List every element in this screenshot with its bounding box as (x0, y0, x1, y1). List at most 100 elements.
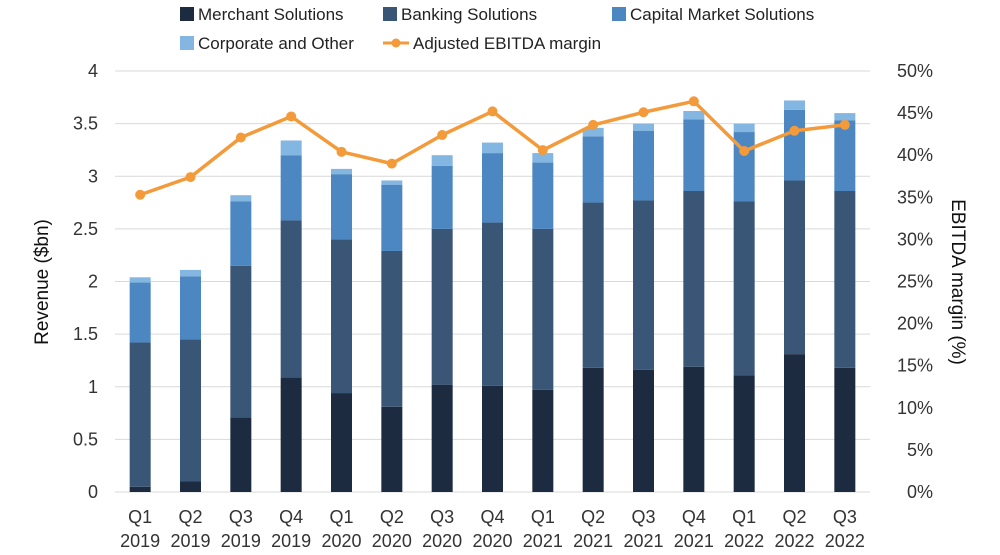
bar-merchant (683, 366, 705, 492)
bar-merchant (532, 389, 554, 492)
bar-corporate (482, 142, 503, 154)
ebitda-point (185, 172, 196, 183)
x-tick-quarter: Q3 (631, 507, 655, 527)
bar-merchant (129, 486, 151, 492)
bar-capital-market (582, 136, 604, 203)
x-tick-quarter: Q4 (480, 507, 504, 527)
ebitda-point (789, 125, 800, 136)
bar-banking (532, 228, 554, 390)
y2-tick-label: 0% (907, 482, 933, 502)
legend-marker-ebitda (391, 38, 401, 48)
bar-banking (683, 190, 705, 367)
x-tick-year: 2021 (573, 531, 613, 551)
ebitda-point (688, 96, 699, 107)
x-axis-ticks: Q1 2019 Q2 2019 Q3 2019 Q4 2019 Q1 2020 Q2 2020 Q3 20… (120, 507, 865, 551)
y-tick-label: 1.5 (73, 324, 98, 344)
bar-merchant (733, 375, 755, 492)
ebitda-point (537, 145, 548, 156)
ebitda-point (286, 111, 297, 122)
bar-merchant (482, 385, 503, 492)
y2-tick-label: 35% (897, 187, 933, 207)
ebitda-point (437, 129, 448, 140)
legend-label-banking: Banking Solutions (401, 5, 537, 24)
y-tick-label: 0 (88, 482, 98, 502)
ebitda-point (386, 158, 397, 169)
y2-axis-title: EBITDA margin (%) (947, 199, 968, 365)
y2-tick-label: 20% (897, 314, 933, 334)
bar-capital-market (784, 109, 805, 181)
legend-swatch-corporate (180, 36, 194, 50)
bar-capital-market (280, 155, 302, 221)
x-tick-year: 2019 (271, 531, 311, 551)
legend-swatch-merchant (180, 7, 194, 21)
y2-tick-label: 10% (897, 398, 933, 418)
bar-capital-market (129, 282, 151, 343)
x-tick-year: 2019 (170, 531, 210, 551)
x-tick-year: 2020 (422, 531, 462, 551)
bar-stacks (129, 100, 856, 492)
bar-capital-market (381, 184, 403, 251)
ebitda-point (336, 146, 347, 157)
y-tick-label: 2.5 (73, 219, 98, 239)
legend-label-ebitda: Adjusted EBITDA margin (413, 34, 601, 53)
x-tick-year: 2021 (623, 531, 663, 551)
bar-banking (482, 222, 503, 386)
bar-banking (230, 265, 252, 418)
bar-corporate (331, 168, 352, 175)
y-tick-label: 3 (88, 166, 98, 186)
bar-merchant (381, 406, 403, 492)
bar-banking (784, 180, 805, 355)
bar-capital-market (683, 119, 705, 191)
x-tick-quarter: Q2 (178, 507, 202, 527)
y-tick-label: 3.5 (73, 114, 98, 134)
bar-corporate (431, 155, 453, 166)
x-tick-year: 2020 (372, 531, 412, 551)
bar-capital-market (482, 153, 503, 223)
legend: Merchant Solutions Banking Solutions Cap… (180, 5, 814, 53)
bar-merchant (784, 354, 805, 492)
y-tick-label: 0.5 (73, 429, 98, 449)
bar-capital-market (230, 201, 252, 266)
y-axis-title: Revenue ($bn) (32, 219, 53, 345)
legend-label-capital-market: Capital Market Solutions (630, 5, 814, 24)
bar-corporate (381, 180, 403, 185)
x-tick-quarter: Q1 (128, 507, 152, 527)
bar-banking (280, 220, 302, 378)
bar-capital-market (532, 162, 554, 229)
x-tick-year: 2020 (472, 531, 512, 551)
bar-merchant (331, 393, 352, 492)
x-tick-year: 2022 (774, 531, 814, 551)
bar-banking (582, 202, 604, 368)
x-tick-year: 2019 (221, 531, 261, 551)
bar-corporate (280, 140, 302, 156)
x-tick-quarter: Q1 (531, 507, 555, 527)
bar-banking (733, 201, 755, 376)
x-tick-quarter: Q2 (380, 507, 404, 527)
x-tick-quarter: Q1 (329, 507, 353, 527)
ebitda-point (235, 132, 246, 143)
ebitda-point (839, 119, 850, 130)
bar-corporate (230, 195, 252, 202)
ebitda-margin-line (135, 96, 850, 200)
bar-merchant (633, 369, 654, 492)
y2-tick-label: 50% (897, 61, 933, 81)
y2-tick-label: 40% (897, 145, 933, 165)
y2-tick-label: 15% (897, 356, 933, 376)
ebitda-point (638, 107, 649, 118)
bar-banking (633, 200, 654, 370)
legend-label-corporate: Corporate and Other (198, 34, 354, 53)
ebitda-point (487, 106, 498, 117)
ebitda-point (588, 119, 599, 130)
y-tick-label: 2 (88, 272, 98, 292)
x-tick-quarter: Q3 (430, 507, 454, 527)
bar-banking (129, 342, 151, 487)
bar-corporate (633, 123, 654, 131)
bar-banking (180, 339, 201, 482)
x-tick-year: 2022 (825, 531, 865, 551)
x-tick-year: 2020 (321, 531, 361, 551)
x-tick-quarter: Q3 (229, 507, 253, 527)
bar-merchant (582, 367, 604, 492)
y2-tick-label: 45% (897, 103, 933, 123)
y-tick-label: 4 (88, 61, 98, 81)
